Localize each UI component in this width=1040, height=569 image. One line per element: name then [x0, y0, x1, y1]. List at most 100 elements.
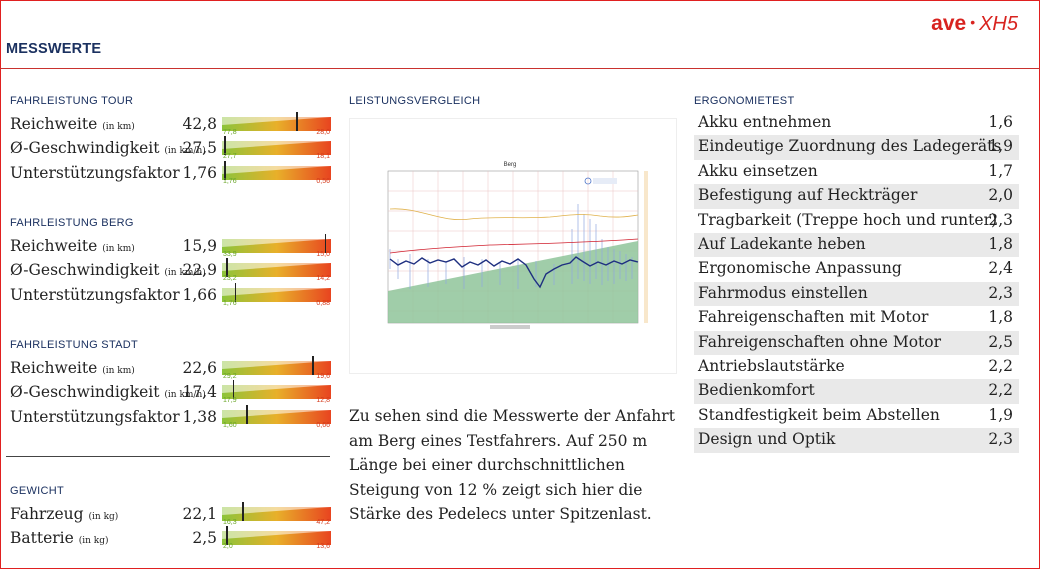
ergonomie-row: Auf Ladekante heben 1,8: [694, 233, 1019, 258]
rating-bar-shade: [222, 385, 331, 394]
chart-title: Berg: [504, 162, 517, 168]
ergonomie-row: Fahrmodus einstellen 2,3: [694, 281, 1019, 307]
rating-bar: 1,76 0,56: [222, 160, 331, 185]
rating-bar: 2,0 13,6: [222, 526, 331, 550]
rating-marker: [296, 112, 298, 131]
ergonomie-row: Befestigung auf Heckträger 2,0: [694, 184, 1019, 209]
ergonomie-row: Standfestigkeit beim Abstellen 1,9: [694, 404, 1019, 428]
page-title: MESSWERTE: [6, 41, 102, 57]
measure-row: Fahrzeug (in kg) 22,1 16,3 47,2: [10, 502, 332, 528]
rating-max: 19,6: [316, 373, 330, 380]
measure-row: Reichweite (in km) 22,6 29,2 19,6: [10, 356, 332, 382]
measure-label: Unterstützungsfaktor: [10, 407, 180, 426]
measure-label: Batterie (in kg): [10, 529, 109, 548]
chart-elevation-area: [388, 241, 638, 323]
measure-unit: (in km): [102, 244, 135, 254]
measure-label: Unterstützungsfaktor: [10, 285, 180, 304]
ergonomie-value: 2,2: [988, 357, 1013, 375]
measure-row: Unterstützungsfaktor 1,38 1,60 0,66: [10, 404, 332, 431]
section-heading-gewicht: GEWICHT: [10, 485, 65, 497]
ergonomie-value: 2,3: [988, 210, 1013, 229]
ergonomie-row: Akku entnehmen 1,6: [694, 111, 1019, 135]
rating-bar: 77,8 28,0: [222, 112, 331, 136]
rating-marker: [242, 502, 244, 521]
ergonomie-row: Fahreigenschaften ohne Motor 2,5: [694, 330, 1019, 355]
ergonomie-label: Akku entnehmen: [698, 113, 832, 131]
rating-bar-shade: [222, 507, 331, 515]
brand-logo: ave • XH5: [931, 12, 1018, 36]
rating-min: 1,60: [223, 421, 237, 429]
measure-row: Reichweite (in km) 15,9 33,9 15,0: [10, 234, 332, 260]
measure-label: Ø-Geschwindigkeit (in km/h): [10, 139, 206, 158]
rating-min: 27,7: [223, 153, 237, 161]
section-divider: [6, 456, 330, 457]
ergonomie-value: 1,9: [988, 137, 1013, 156]
measure-unit: (in km/h): [164, 390, 206, 401]
measure-label: Reichweite (in km): [10, 359, 135, 377]
chart-main-series: [389, 256, 639, 289]
chart-speed-line: [389, 208, 639, 221]
measure-unit: (in km): [102, 122, 135, 132]
rating-marker: [324, 234, 327, 253]
rating-marker: [234, 282, 237, 302]
rating-max: 28,0: [316, 129, 330, 136]
rating-min: 2,0: [223, 543, 233, 551]
measure-value: 17,4: [182, 383, 217, 402]
ergonomie-label: Design und Optik: [698, 430, 836, 449]
ergonomie-label: Auf Ladekante heben: [698, 235, 866, 253]
rating-marker: [226, 258, 228, 278]
ergonomie-label: Befestigung auf Heckträger: [698, 186, 918, 205]
rating-marker: [224, 160, 226, 180]
measure-label: Unterstützungsfaktor: [10, 163, 180, 182]
rating-bar-shade: [222, 409, 331, 418]
measure-value: 42,8: [182, 115, 217, 133]
rating-min: 23,2: [223, 275, 237, 283]
measure-row: Unterstützungsfaktor 1,76 1,76 0,56: [10, 160, 332, 187]
rating-min: 17,9: [223, 397, 237, 405]
ergonomie-value: 2,5: [988, 332, 1013, 351]
section-heading-vergleich: LEISTUNGSVERGLEICH: [349, 95, 481, 107]
ergonomie-label: Akku einsetzen: [698, 161, 818, 180]
ergonomie-label: Standfestigkeit beim Abstellen: [698, 405, 940, 424]
section-heading-stadt: FAHRLEISTUNG STADT: [10, 339, 139, 351]
ergonomie-label: Fahreigenschaften mit Motor: [698, 308, 929, 327]
chart-power-line: [389, 238, 639, 254]
performance-chart-svg: Berg: [387, 162, 648, 329]
measure-value: 15,9: [182, 237, 217, 255]
ergonomie-value: 1,7: [988, 161, 1013, 180]
rating-marker: [226, 526, 228, 546]
chart-right-axis: [644, 171, 648, 323]
ergonomie-label: Fahreigenschaften ohne Motor: [698, 332, 942, 351]
ergonomie-label: Fahrmodus einstellen: [698, 283, 868, 302]
measure-row: Unterstützungsfaktor 1,66 1,76 0,88: [10, 282, 332, 309]
measure-row: Ø-Geschwindigkeit (in km/h) 22,9 23,2 14,2: [10, 258, 332, 284]
rating-marker: [232, 380, 235, 400]
measure-unit: (in kg): [78, 536, 109, 547]
rating-min: 1,76: [223, 177, 237, 185]
rating-max: 14,2: [316, 275, 330, 283]
rating-max: 15,0: [316, 251, 330, 258]
header-rule: [0, 68, 1040, 69]
rating-bar-shade: [222, 141, 331, 150]
rating-bar: 1,60 0,66: [222, 404, 331, 429]
rating-bar-shade: [222, 165, 331, 174]
rating-max: 0,56: [316, 177, 330, 185]
ergonomie-label: Ergonomische Anpassung: [698, 259, 902, 278]
ergonomie-value: 1,8: [988, 235, 1013, 253]
rating-bar-shade: [222, 117, 331, 125]
measure-unit: (in km): [102, 366, 135, 376]
ergonomie-row: Eindeutige Zuordnung des Ladegeräts 1,9: [694, 135, 1019, 160]
rating-marker: [312, 356, 314, 375]
measure-label: Ø-Geschwindigkeit (in km/h): [10, 261, 206, 280]
rating-bar-shade: [222, 361, 331, 369]
measure-label: Fahrzeug (in kg): [10, 505, 119, 523]
rating-max: 47,2: [316, 519, 330, 526]
measure-label: Ø-Geschwindigkeit (in km/h): [10, 383, 206, 402]
ergonomie-label: Tragbarkeit (Treppe hoch und runter): [698, 210, 998, 229]
rating-min: 16,3: [223, 519, 237, 526]
ergonomie-value: 2,2: [988, 381, 1013, 400]
ergonomie-value: 2,3: [988, 430, 1013, 449]
measure-value: 1,76: [182, 163, 217, 182]
ergonomie-label: Bedienkomfort: [698, 381, 815, 400]
ergonomie-value: 1,9: [988, 405, 1013, 424]
